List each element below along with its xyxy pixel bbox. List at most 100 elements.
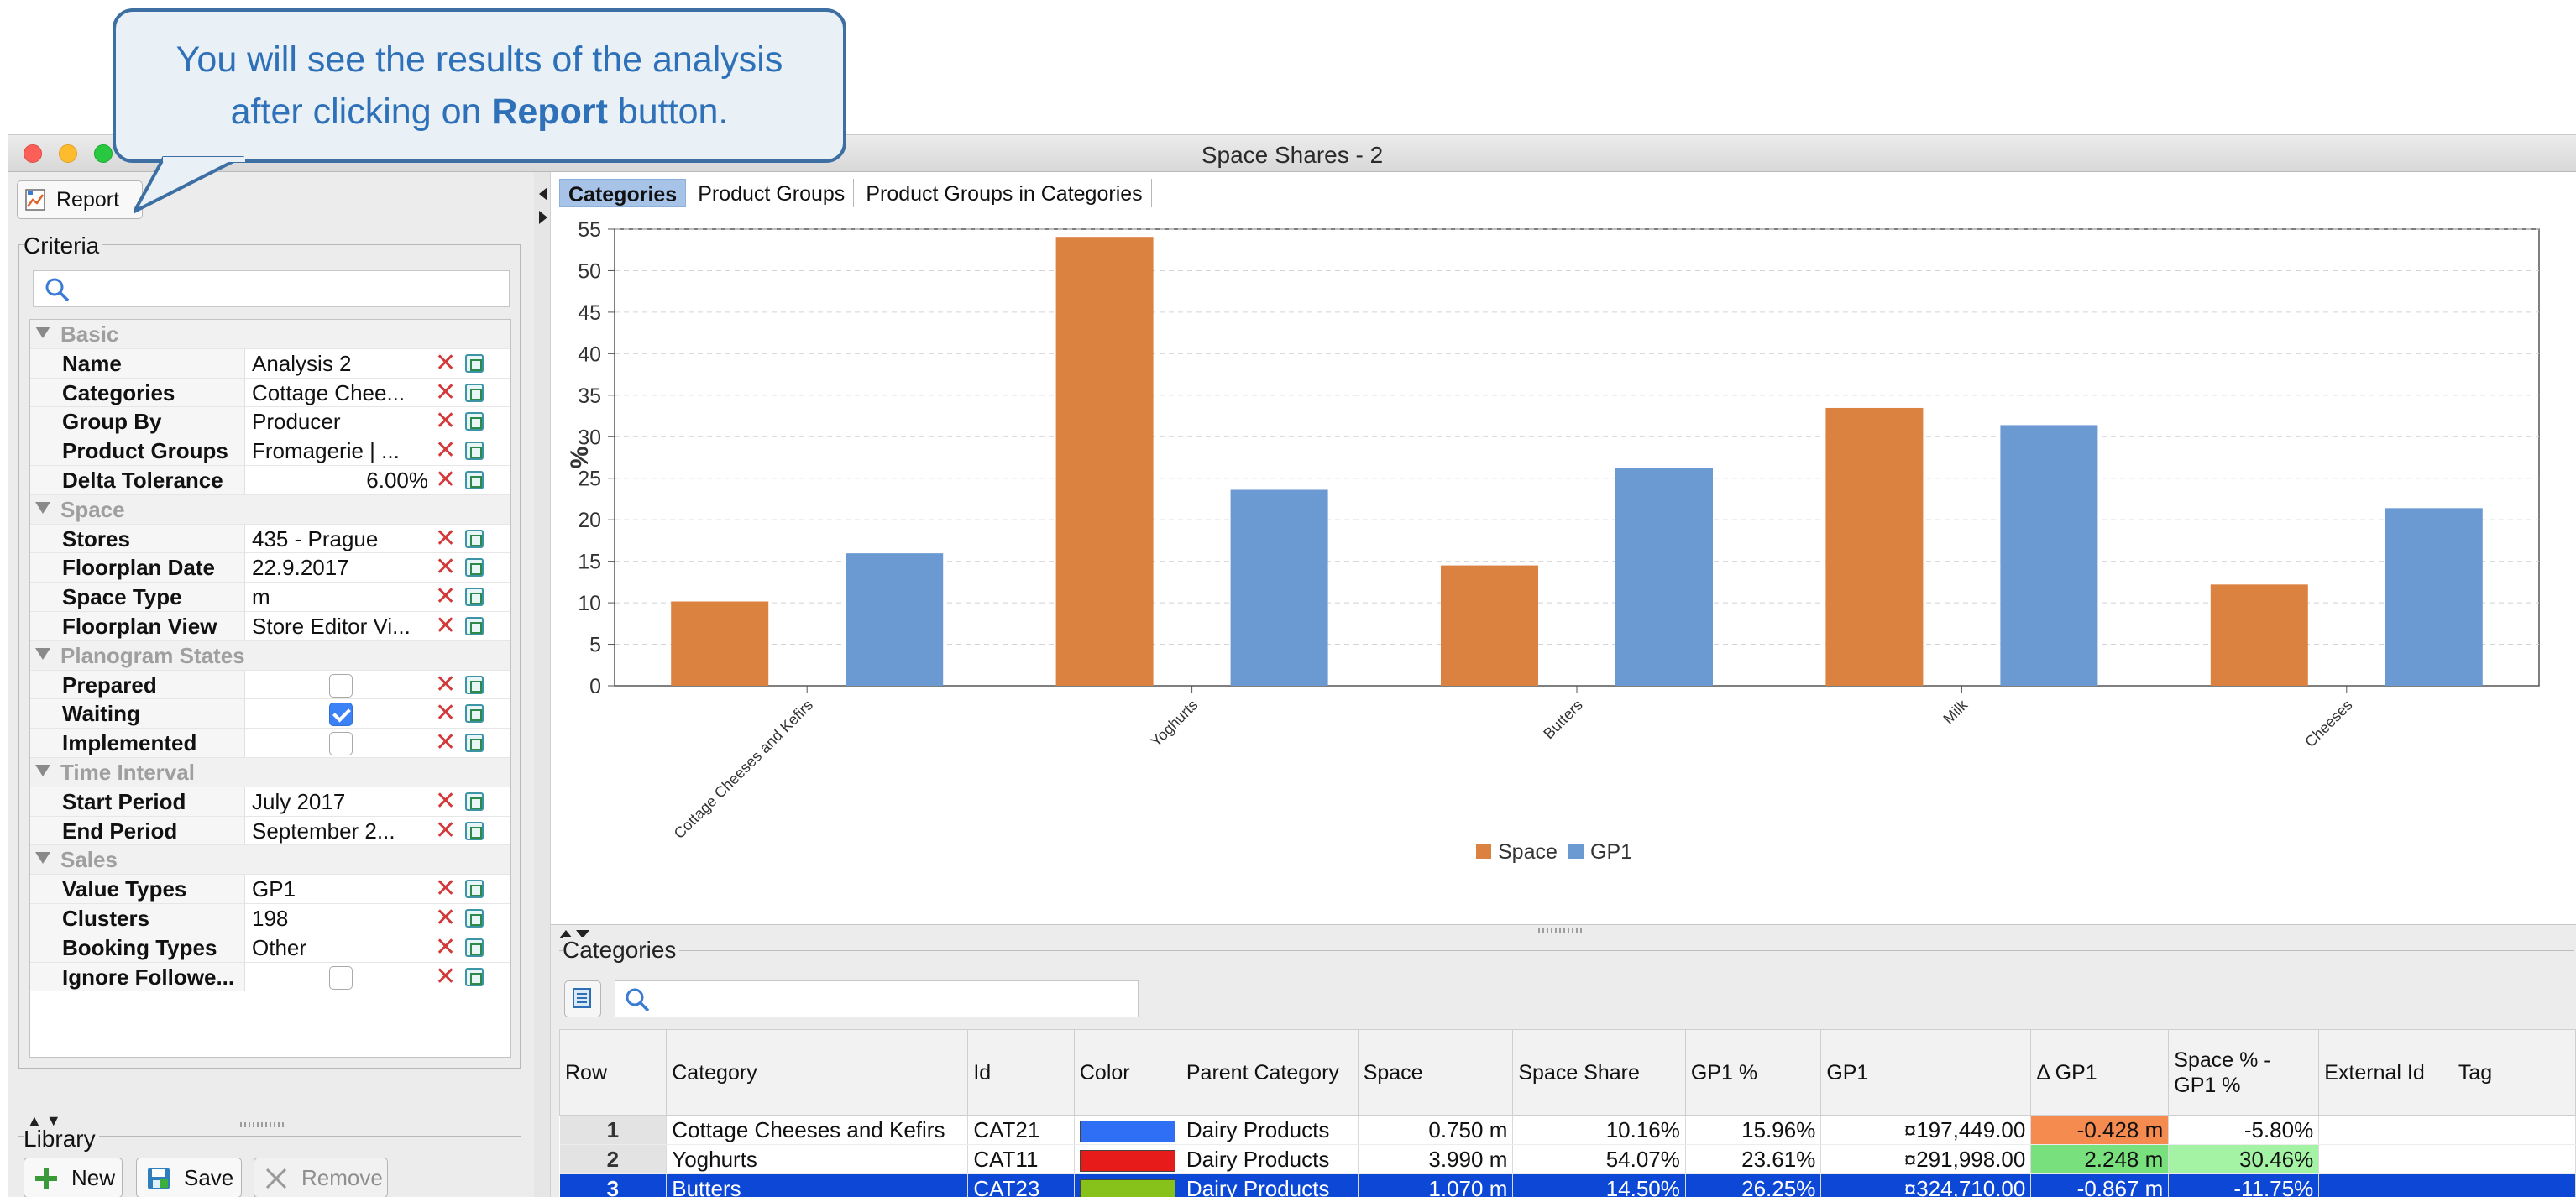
clear-value-icon[interactable]: ✕ bbox=[435, 787, 457, 815]
table-row[interactable]: 1 Cottage Cheeses and Kefirs CAT21 Dairy Pr… bbox=[559, 1115, 2576, 1145]
minimize-window-button[interactable] bbox=[59, 144, 77, 163]
edit-value-icon[interactable] bbox=[465, 908, 484, 928]
save-button[interactable]: Save bbox=[136, 1158, 242, 1197]
property-value[interactable]: Producer bbox=[252, 409, 341, 435]
clear-value-icon[interactable]: ✕ bbox=[435, 816, 457, 844]
property-value[interactable]: Fromagerie | ... bbox=[252, 438, 400, 464]
clear-value-icon[interactable]: ✕ bbox=[435, 348, 457, 377]
collapse-strip[interactable] bbox=[534, 172, 551, 1197]
edit-value-icon[interactable] bbox=[465, 529, 484, 548]
property-value[interactable]: September 2... bbox=[252, 818, 395, 844]
clear-value-icon[interactable]: ✕ bbox=[435, 524, 457, 552]
tab-categories[interactable]: Categories bbox=[559, 179, 687, 207]
expand-triangle-icon[interactable] bbox=[35, 852, 50, 865]
property-checkbox[interactable] bbox=[329, 965, 353, 990]
property-value[interactable]: Other bbox=[252, 934, 307, 960]
property-value[interactable]: 435 - Prague bbox=[252, 525, 379, 551]
property-value[interactable]: m bbox=[252, 584, 270, 610]
table-search-input[interactable] bbox=[615, 980, 1139, 1017]
column-header-id[interactable]: Id bbox=[967, 1029, 1075, 1116]
column-header-space[interactable]: Space bbox=[1357, 1029, 1514, 1116]
clear-value-icon[interactable]: ✕ bbox=[435, 903, 457, 932]
panel-splitter-arrows[interactable]: ▲ ▼ bbox=[27, 1112, 61, 1129]
table-settings-button[interactable] bbox=[564, 980, 601, 1017]
zoom-window-button[interactable] bbox=[94, 144, 113, 163]
criteria-section-space[interactable]: Space bbox=[30, 494, 510, 525]
clear-value-icon[interactable]: ✕ bbox=[435, 611, 457, 640]
table-row[interactable]: 3 Butters CAT23 Dairy Products 1.070 m 14.50%… bbox=[559, 1173, 2576, 1197]
property-value[interactable]: Store Editor Vi... bbox=[252, 613, 411, 639]
edit-value-icon[interactable] bbox=[465, 821, 484, 840]
edit-value-icon[interactable] bbox=[465, 967, 484, 986]
column-header-parent-category[interactable]: Parent Category bbox=[1180, 1029, 1359, 1116]
expand-triangle-icon[interactable] bbox=[35, 501, 50, 514]
column-header-row[interactable]: Row bbox=[558, 1029, 668, 1116]
column-header-tag[interactable]: Tag bbox=[2452, 1029, 2576, 1116]
property-value[interactable]: 22.9.2017 bbox=[252, 555, 349, 581]
clear-value-icon[interactable]: ✕ bbox=[435, 553, 457, 582]
criteria-section-basic[interactable]: Basic bbox=[30, 320, 510, 349]
clear-value-icon[interactable]: ✕ bbox=[435, 933, 457, 961]
column-header-space-gp1[interactable]: Space % - GP1 % bbox=[2168, 1029, 2320, 1116]
column-header-gp1[interactable]: GP1 bbox=[1820, 1029, 2032, 1116]
edit-value-icon[interactable] bbox=[465, 470, 484, 489]
property-value[interactable]: GP1 bbox=[252, 876, 296, 902]
clear-value-icon[interactable]: ✕ bbox=[435, 465, 457, 494]
property-value[interactable]: July 2017 bbox=[252, 788, 346, 814]
property-value[interactable]: Cottage Chee... bbox=[252, 379, 406, 405]
cell-row: 3 bbox=[559, 1173, 668, 1197]
criteria-search-input[interactable] bbox=[33, 270, 510, 307]
edit-value-icon[interactable] bbox=[465, 383, 484, 402]
column-header-gp1[interactable]: GP1 % bbox=[1684, 1029, 1822, 1116]
criteria-row-name: Name Analysis 2 ✕ bbox=[30, 348, 510, 379]
clear-value-icon[interactable]: ✕ bbox=[435, 699, 457, 728]
column-header-category[interactable]: Category bbox=[666, 1029, 969, 1116]
column-header-space-share[interactable]: Space Share bbox=[1512, 1029, 1686, 1116]
edit-value-icon[interactable] bbox=[465, 880, 484, 899]
remove-button[interactable]: Remove bbox=[254, 1158, 388, 1197]
expand-triangle-icon[interactable] bbox=[35, 327, 50, 338]
edit-value-icon[interactable] bbox=[465, 675, 484, 694]
tab-product-groups[interactable]: Product Groups bbox=[689, 179, 855, 207]
edit-value-icon[interactable] bbox=[465, 558, 484, 578]
column-header-color[interactable]: Color bbox=[1073, 1029, 1181, 1116]
property-value[interactable]: 6.00% bbox=[366, 467, 428, 493]
clear-value-icon[interactable]: ✕ bbox=[435, 378, 457, 406]
splitter-grip[interactable] bbox=[1538, 928, 1582, 933]
edit-value-icon[interactable] bbox=[465, 412, 484, 431]
edit-value-icon[interactable] bbox=[465, 704, 484, 724]
clear-value-icon[interactable]: ✕ bbox=[435, 407, 457, 436]
splitter-grip[interactable] bbox=[240, 1122, 284, 1127]
edit-value-icon[interactable] bbox=[465, 938, 484, 957]
property-value[interactable]: 198 bbox=[252, 905, 289, 931]
edit-value-icon[interactable] bbox=[465, 734, 484, 753]
edit-value-icon[interactable] bbox=[465, 616, 484, 635]
edit-value-icon[interactable] bbox=[465, 792, 484, 811]
clear-value-icon[interactable]: ✕ bbox=[435, 875, 457, 903]
edit-value-icon[interactable] bbox=[465, 353, 484, 373]
column-header-gp1[interactable]: Δ GP1 bbox=[2030, 1029, 2170, 1116]
clear-value-icon[interactable]: ✕ bbox=[435, 670, 457, 698]
property-value[interactable]: Analysis 2 bbox=[252, 350, 352, 376]
property-checkbox[interactable] bbox=[329, 732, 353, 756]
close-window-button[interactable] bbox=[24, 144, 42, 163]
report-button[interactable]: Report bbox=[17, 180, 143, 219]
table-row[interactable]: 2 Yoghurts CAT11 Dairy Products 3.990 m 54.07… bbox=[559, 1144, 2576, 1174]
edit-value-icon[interactable] bbox=[465, 588, 484, 607]
tab-product-groups-in-categories[interactable]: Product Groups in Categories bbox=[857, 179, 1152, 207]
clear-value-icon[interactable]: ✕ bbox=[435, 729, 457, 757]
clear-value-icon[interactable]: ✕ bbox=[435, 436, 457, 465]
expand-triangle-icon[interactable] bbox=[35, 647, 50, 660]
new-button[interactable]: New bbox=[24, 1158, 123, 1197]
column-header-external-id[interactable]: External Id bbox=[2318, 1029, 2453, 1116]
property-checkbox[interactable] bbox=[329, 673, 353, 698]
criteria-section-sales[interactable]: Sales bbox=[30, 845, 510, 876]
property-checkbox[interactable] bbox=[329, 703, 353, 727]
edit-value-icon[interactable] bbox=[465, 442, 484, 461]
clear-value-icon[interactable]: ✕ bbox=[435, 583, 457, 611]
criteria-section-planogram-states[interactable]: Planogram States bbox=[30, 640, 510, 671]
clear-value-icon[interactable]: ✕ bbox=[435, 962, 457, 991]
expand-triangle-icon[interactable] bbox=[35, 764, 50, 776]
panel-splitter-arrows-icon[interactable] bbox=[556, 927, 589, 943]
criteria-section-time-interval[interactable]: Time Interval bbox=[30, 757, 510, 787]
